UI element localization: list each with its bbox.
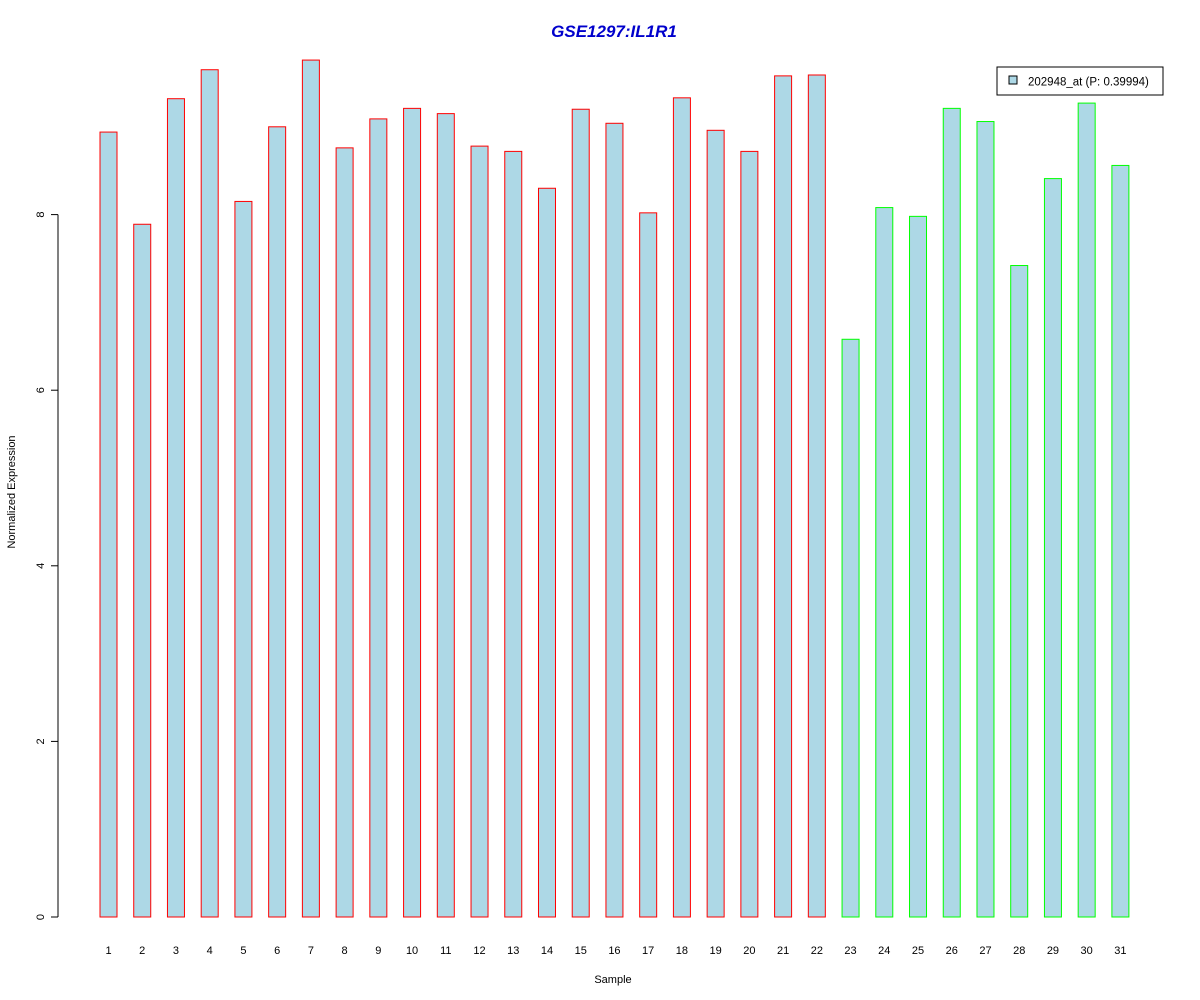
y-tick-label: 4	[35, 563, 47, 569]
x-axis-label: Sample	[594, 974, 631, 986]
bar	[200, 69, 219, 918]
bar	[403, 107, 422, 918]
x-tick-label: 24	[878, 945, 890, 957]
bar	[268, 126, 287, 918]
bar	[605, 122, 624, 918]
bar	[706, 129, 725, 918]
bar	[301, 59, 320, 918]
bar	[1010, 265, 1029, 918]
x-tick-label: 23	[844, 945, 856, 957]
bar	[639, 212, 658, 918]
x-tick-label: 28	[1013, 945, 1025, 957]
bar	[537, 187, 556, 918]
x-tick-label: 26	[946, 945, 958, 957]
x-tick-label: 14	[541, 945, 553, 957]
x-tick-label: 16	[608, 945, 620, 957]
x-tick-label: 29	[1047, 945, 1059, 957]
bar	[133, 223, 152, 918]
bar	[807, 74, 826, 918]
x-tick-label: 13	[507, 945, 519, 957]
x-tick-label: 25	[912, 945, 924, 957]
x-tick-label: 15	[575, 945, 587, 957]
x-tick-label: 18	[676, 945, 688, 957]
y-axis-label: Normalized Expression	[6, 435, 18, 548]
x-tick-label: 9	[375, 945, 381, 957]
x-tick-label: 8	[342, 945, 348, 957]
legend-swatch	[1008, 75, 1018, 85]
legend-label: 202948_at (P: 0.39994)	[1028, 77, 1149, 89]
bar	[841, 338, 860, 918]
x-tick-label: 3	[173, 945, 179, 957]
y-tick-label: 0	[35, 914, 47, 920]
y-tick-label: 6	[35, 387, 47, 393]
x-tick-label: 11	[440, 945, 451, 957]
bar	[774, 75, 793, 918]
bar	[1111, 164, 1130, 918]
x-tick-label: 27	[979, 945, 991, 957]
x-tick-label: 30	[1081, 945, 1093, 957]
bar	[909, 215, 928, 918]
bar	[369, 118, 388, 918]
bar	[436, 113, 455, 918]
bar	[335, 147, 354, 918]
x-tick-label: 6	[274, 945, 280, 957]
bar	[99, 131, 118, 918]
bar	[166, 98, 185, 918]
y-tick-label: 8	[35, 212, 47, 218]
bar	[1077, 102, 1096, 918]
bar	[875, 207, 894, 918]
x-tick-label: 5	[240, 945, 246, 957]
bar	[976, 121, 995, 918]
chart-title: GSE1297:IL1R1	[551, 22, 677, 41]
bar	[740, 150, 759, 918]
bar	[1043, 178, 1062, 918]
x-tick-label: 10	[406, 945, 418, 957]
x-tick-label: 22	[811, 945, 823, 957]
bars-group	[99, 59, 1130, 918]
x-tick-label: 21	[777, 945, 789, 957]
x-tick-label: 20	[743, 945, 755, 957]
x-tick-label: 12	[473, 945, 485, 957]
x-tick-label: 31	[1114, 945, 1126, 957]
x-tick-label: 7	[308, 945, 314, 957]
y-tick-label: 2	[35, 738, 47, 744]
legend: 202948_at (P: 0.39994)	[996, 66, 1164, 96]
x-tick-label: 19	[710, 945, 722, 957]
bar	[234, 200, 253, 918]
x-tick-label: 17	[642, 945, 654, 957]
y-axis: 0 2 4 6 8	[35, 212, 59, 920]
bar	[571, 108, 590, 918]
bar	[942, 107, 961, 918]
legend-box	[996, 66, 1164, 96]
bar	[672, 97, 691, 918]
x-tick-label: 2	[139, 945, 145, 957]
bar	[504, 150, 523, 918]
x-tick-label: 4	[207, 945, 213, 957]
x-tick-labels: 1 2 3 4 5 6 7 8 9 10 11 12 13 14 15 16 17 18 19 20 21 22 23 24 2…	[105, 945, 1126, 957]
bar	[470, 145, 489, 918]
x-tick-label: 1	[105, 945, 111, 957]
